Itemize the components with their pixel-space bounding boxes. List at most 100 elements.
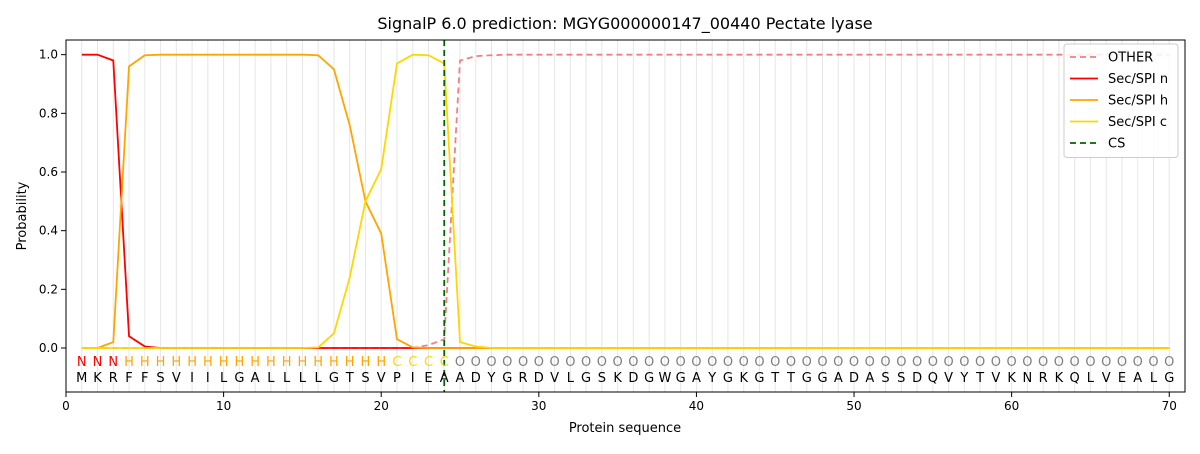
residue-label: V xyxy=(944,371,953,386)
region-label: O xyxy=(802,355,812,370)
residue-label: G xyxy=(723,371,733,386)
residue-label: T xyxy=(975,371,984,386)
residue-label: P xyxy=(393,371,401,386)
region-label: O xyxy=(786,355,796,370)
region-label: O xyxy=(1133,355,1143,370)
residue-label: V xyxy=(172,371,181,386)
residue-label: K xyxy=(1007,371,1016,386)
residue-label: A xyxy=(865,371,874,386)
x-tick-label: 0 xyxy=(62,399,70,413)
residue-label: K xyxy=(93,371,102,386)
series-other-line xyxy=(81,53,1170,349)
region-label: H xyxy=(124,355,134,370)
legend: OTHER Sec/SPI n Sec/SPI h Sec/SPI c CS xyxy=(1063,43,1179,158)
region-label: H xyxy=(203,355,213,370)
residue-label: E xyxy=(1118,371,1126,386)
y-axis-label: Probability xyxy=(15,181,30,250)
region-label: O xyxy=(581,355,591,370)
residue-label: A xyxy=(456,371,465,386)
residue-label: N xyxy=(1023,371,1033,386)
region-label: O xyxy=(928,355,938,370)
region-label: N xyxy=(77,355,87,370)
residue-label: L xyxy=(299,371,307,386)
residue-label: Y xyxy=(959,371,968,386)
region-label: O xyxy=(975,355,985,370)
residue-label: T xyxy=(786,371,795,386)
region-label: H xyxy=(298,355,308,370)
region-label: H xyxy=(266,355,276,370)
region-label: O xyxy=(739,355,749,370)
residue-label: K xyxy=(1055,371,1064,386)
legend-label-sec-spi-h: Sec/SPI h xyxy=(1108,94,1168,109)
region-label: O xyxy=(849,355,859,370)
residue-label: T xyxy=(770,371,779,386)
y-tick-label: 0.6 xyxy=(39,165,58,179)
legend-box xyxy=(1063,43,1179,158)
region-label: O xyxy=(471,355,481,370)
series-layer xyxy=(81,40,1170,392)
x-tick-label: 20 xyxy=(374,399,389,413)
region-label: O xyxy=(1164,355,1174,370)
region-label: O xyxy=(518,355,528,370)
residue-label: S xyxy=(897,371,905,386)
residue-label: G xyxy=(329,371,339,386)
residue-label: A xyxy=(834,371,843,386)
sequence-layer: NMNKNRHFHFHSHVHIHIHLHGHAHLHLHLHLHGHTHSHV… xyxy=(76,355,1174,386)
residue-label: V xyxy=(377,371,386,386)
residue-label: S xyxy=(361,371,369,386)
residue-label: F xyxy=(125,371,132,386)
region-label: C xyxy=(424,355,433,370)
residue-label: I xyxy=(190,371,194,386)
x-axis-label: Protein sequence xyxy=(569,421,681,436)
residue-label: Y xyxy=(707,371,716,386)
residue-label: G xyxy=(581,371,591,386)
residue-label: G xyxy=(502,371,512,386)
residue-label: A xyxy=(692,371,701,386)
residue-label: K xyxy=(613,371,622,386)
region-label: O xyxy=(455,355,465,370)
region-label: H xyxy=(140,355,150,370)
residue-label: A xyxy=(1133,371,1142,386)
residue-label: G xyxy=(676,371,686,386)
x-tick-label: 30 xyxy=(531,399,546,413)
residue-label: S xyxy=(156,371,164,386)
residue-label: G xyxy=(1164,371,1174,386)
x-tick-label: 60 xyxy=(1004,399,1019,413)
region-label: O xyxy=(896,355,906,370)
region-label: H xyxy=(282,355,292,370)
residue-label: G xyxy=(644,371,654,386)
region-label: O xyxy=(865,355,875,370)
region-label: H xyxy=(219,355,229,370)
residue-label: D xyxy=(628,371,638,386)
region-label: H xyxy=(250,355,260,370)
residue-label: D xyxy=(534,371,544,386)
residue-label: M xyxy=(76,371,87,386)
region-label: O xyxy=(534,355,544,370)
region-label: O xyxy=(628,355,638,370)
residue-label: G xyxy=(817,371,827,386)
region-label: O xyxy=(1085,355,1095,370)
region-label: H xyxy=(156,355,166,370)
grid-layer xyxy=(81,40,1170,392)
region-label: O xyxy=(565,355,575,370)
residue-label: I xyxy=(411,371,415,386)
region-label: C xyxy=(392,355,401,370)
x-tick-label: 40 xyxy=(689,399,704,413)
region-label: H xyxy=(361,355,371,370)
region-label: O xyxy=(613,355,623,370)
y-tick-label: 0.4 xyxy=(39,224,58,238)
residue-label: A xyxy=(251,371,260,386)
series-sec-spi-c-line xyxy=(81,53,1170,349)
region-label: H xyxy=(313,355,323,370)
region-label: H xyxy=(345,355,355,370)
region-label: O xyxy=(770,355,780,370)
y-tick-label: 0.0 xyxy=(39,341,58,355)
region-label: C xyxy=(408,355,417,370)
y-tick-label: 0.2 xyxy=(39,282,58,296)
residue-label: L xyxy=(1150,371,1158,386)
residue-label: W xyxy=(658,371,671,386)
region-label: H xyxy=(187,355,197,370)
residue-label: V xyxy=(991,371,1000,386)
